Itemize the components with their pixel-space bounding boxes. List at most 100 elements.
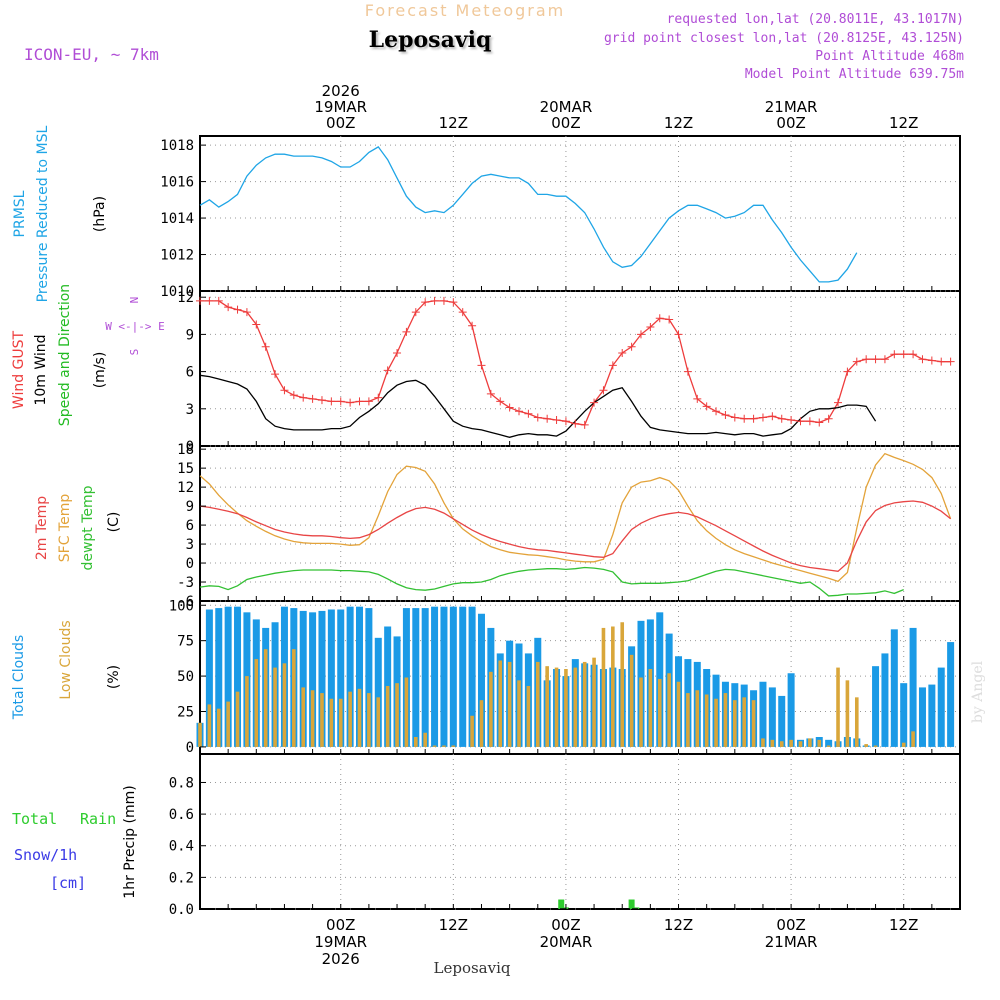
precip-unit-label: 1hr Precip (mm) (122, 785, 138, 898)
gust-marker (740, 414, 749, 423)
low-cloud-bar (292, 649, 296, 747)
low-cloud-bar (254, 659, 259, 747)
gust-marker (327, 397, 336, 406)
gust-marker (608, 361, 617, 370)
precip-ytick-label: 0.4 (169, 839, 194, 855)
gust-marker (242, 308, 251, 317)
gust-marker (233, 305, 242, 314)
low-cloud-bar (845, 680, 850, 747)
low-cloud-bar (235, 691, 240, 747)
gust-marker (252, 320, 261, 329)
gust-marker (214, 296, 223, 305)
total-cloud-bar (759, 681, 767, 747)
gust-marker (655, 314, 664, 323)
total-clouds-label: Total Clouds (11, 635, 27, 720)
total-cloud-bar (947, 642, 955, 747)
gust-marker (862, 355, 871, 364)
wind-line (199, 374, 877, 438)
wind-unit-label: (m/s) (92, 352, 108, 389)
top-time-label: 21MAR (765, 98, 818, 116)
low-cloud-bar (198, 722, 202, 747)
snow-label: Snow/1h (14, 846, 77, 864)
top-time-label: 00Z (326, 114, 355, 132)
gust-marker (524, 409, 533, 418)
gust-marker (852, 357, 861, 366)
top-time-label: 12Z (439, 114, 468, 132)
low-cloud-bar (385, 686, 390, 747)
top-time-label: 00Z (776, 114, 805, 132)
gust-marker (665, 315, 674, 324)
total-cloud-bar (881, 653, 889, 747)
temp-ytick-label: 0 (186, 556, 194, 572)
wind-ytick-label: 12 (177, 290, 194, 306)
gust-marker (299, 393, 308, 402)
total-cloud-bar (440, 606, 448, 747)
gust-marker (815, 418, 824, 427)
gust-marker (364, 397, 373, 406)
low-cloud-bar (554, 667, 559, 747)
total-cloud-bar (431, 606, 439, 747)
clouds-ytick-label: 25 (177, 705, 194, 721)
low-cloud-bar (507, 661, 512, 747)
requested-point: requested lon,lat (20.8011E, 43.1017N) (667, 12, 964, 27)
gust-marker (899, 350, 908, 359)
low-cloud-bar (216, 708, 221, 747)
low-cloud-bar (357, 688, 362, 747)
low-cloud-bar (911, 731, 915, 747)
prmsl-label: PRMSL (12, 190, 28, 237)
low-cloud-bar (601, 627, 606, 747)
total-cloud-bar (872, 666, 880, 747)
pressure-line (199, 146, 858, 283)
total-cloud-bar (374, 637, 382, 747)
sfc-temp-label: SFC Temp (57, 494, 73, 563)
low-cloud-bar (695, 690, 700, 747)
low-cloud-bar (714, 698, 718, 747)
total-cloud-bar (909, 627, 917, 747)
low-cloud-bar (564, 669, 568, 747)
low-cloud-bar (367, 693, 371, 747)
wind-ytick-label: 0 (186, 439, 194, 455)
rain-bar (628, 899, 635, 909)
low-cloud-bar (226, 701, 230, 747)
bottom-time-label: 2026 (322, 950, 360, 968)
axis-layer: 1010 1012 1014 1016 1018 0 3 6 9 12 -6 -3 0 3 6 9 12 15 18… (160, 82, 933, 968)
low-cloud-bar (423, 732, 427, 747)
direction-label: Speed and Direction (57, 284, 73, 426)
wind-ytick-label: 6 (186, 365, 194, 381)
low-cloud-bar (348, 691, 352, 747)
precip-ytick-label: 0.0 (169, 902, 194, 918)
prmsl-desc-label: Pressure Reduced to MSL (35, 125, 51, 302)
total-cloud-bar (224, 606, 232, 747)
bottom-location: Leposaviq (434, 959, 511, 977)
total-cloud-bar (778, 695, 786, 747)
gust-marker (393, 349, 402, 357)
low-cloud-bar (873, 745, 878, 747)
total-cloud-bar (327, 609, 335, 747)
model-label: ICON-EU, ~ 7km (24, 45, 159, 64)
low-cloud-bar (517, 680, 521, 747)
wind-panel-frame (199, 290, 961, 447)
low-cloud-bar (320, 693, 324, 747)
total-cloud-bar (928, 684, 936, 747)
rain-bar (558, 899, 565, 909)
temp-ytick-label: 15 (177, 461, 194, 477)
gust-marker (317, 396, 326, 405)
precip-ytick-label: 0.6 (169, 807, 194, 823)
temp-ytick-label: -3 (177, 575, 194, 591)
low-cloud-bar (414, 737, 418, 747)
gust-marker (402, 327, 411, 336)
temp-ytick-label: 3 (186, 537, 194, 553)
gust-marker (346, 398, 355, 407)
total-cloud-bar (346, 606, 354, 747)
low-cloud-bar (470, 715, 474, 747)
top-time-label: 12Z (889, 114, 918, 132)
low-cloud-bar (686, 693, 690, 747)
model-altitude: Model Point Altitude 639.75m (745, 67, 964, 82)
low-cloud-bar (442, 745, 446, 747)
low-cloud-bar (432, 745, 437, 747)
low-cloud-bar (282, 663, 287, 747)
low-cloud-bar (798, 741, 803, 747)
total-cloud-bar (365, 608, 373, 747)
low-cloud-bar (498, 660, 503, 747)
